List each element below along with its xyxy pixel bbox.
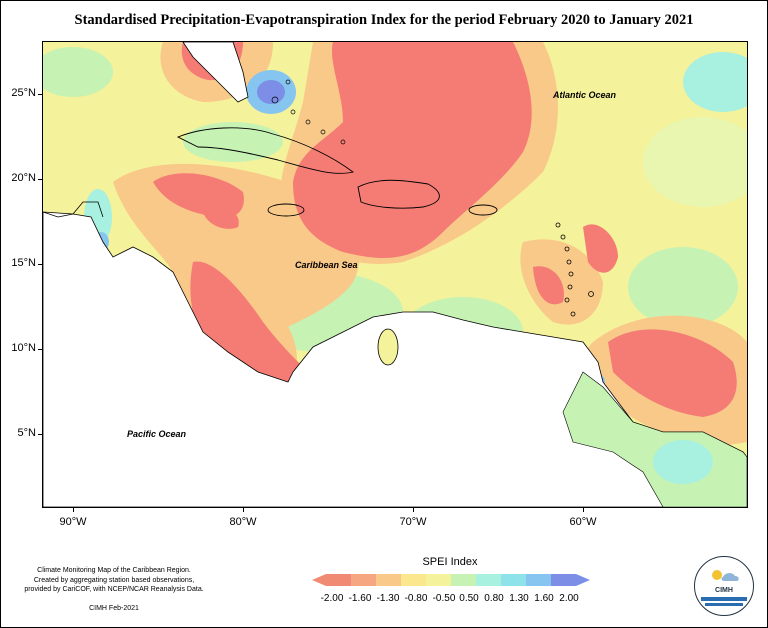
lesser-antilles bbox=[555, 222, 594, 317]
lat-tick bbox=[38, 179, 42, 180]
logo-text: CIMH bbox=[715, 587, 733, 594]
wet-area bbox=[653, 440, 713, 484]
legend-swatch bbox=[451, 574, 476, 586]
label-caribbean-sea: Caribbean Sea bbox=[295, 260, 358, 270]
lon-tick bbox=[73, 507, 74, 512]
legend-label: 2.00 bbox=[559, 593, 579, 604]
wet-area bbox=[683, 52, 747, 112]
lat-tick bbox=[38, 349, 42, 350]
bahamas bbox=[271, 79, 346, 145]
map-credit: Climate Monitoring Map of the Caribbean … bbox=[14, 566, 214, 595]
lat-label-20n: 20°N bbox=[11, 172, 36, 184]
lat-label-15n: 15°N bbox=[11, 257, 36, 269]
lat-label-10n: 10°N bbox=[11, 342, 36, 354]
cimh-logo-graphic bbox=[701, 570, 747, 606]
legend-swatch bbox=[476, 574, 501, 586]
lat-tick bbox=[38, 264, 42, 265]
legend-label: -0.50 bbox=[432, 593, 456, 604]
yucatan-outline bbox=[43, 201, 104, 218]
legend-label: 0.80 bbox=[484, 593, 504, 604]
jamaica-outline bbox=[267, 203, 305, 217]
sun-icon bbox=[712, 570, 722, 580]
cloud-icon bbox=[721, 573, 739, 581]
legend-arrow-low bbox=[312, 574, 326, 586]
legend-swatch bbox=[326, 574, 351, 586]
map-canvas bbox=[43, 42, 747, 507]
severe-dry-area bbox=[293, 42, 532, 258]
extreme-wet-area bbox=[257, 80, 285, 104]
lon-label-70w: 70°W bbox=[399, 516, 427, 528]
legend-swatch bbox=[551, 574, 576, 586]
lake-maracaibo bbox=[377, 328, 399, 366]
credit-line: Climate Monitoring Map of the Caribbean … bbox=[37, 567, 191, 574]
legend-label: 1.30 bbox=[509, 593, 529, 604]
lon-tick bbox=[243, 507, 244, 512]
lat-label-5n: 5°N bbox=[17, 427, 36, 439]
wave-icon bbox=[701, 597, 747, 601]
spei-map[interactable]: Atlantic Ocean Caribbean Sea Pacific Oce… bbox=[42, 41, 748, 508]
legend-swatch bbox=[401, 574, 426, 586]
severe-dry-area bbox=[608, 329, 737, 417]
credit-line: Created by aggregating station based obs… bbox=[33, 576, 195, 584]
legend-label: 1.60 bbox=[534, 593, 554, 604]
cuba-outline bbox=[176, 127, 355, 174]
lon-label-90w: 90°W bbox=[59, 516, 87, 528]
wet-area bbox=[643, 117, 747, 207]
legend-label: -2.00 bbox=[320, 593, 344, 604]
wet-area bbox=[183, 122, 283, 162]
legend-label: -1.30 bbox=[376, 593, 400, 604]
lon-tick bbox=[413, 507, 414, 512]
legend-swatch bbox=[501, 574, 526, 586]
lon-tick bbox=[583, 507, 584, 512]
wet-area bbox=[628, 247, 738, 327]
label-pacific-ocean: Pacific Ocean bbox=[127, 429, 187, 439]
legend-label: -0.80 bbox=[404, 593, 428, 604]
severe-dry-area bbox=[533, 266, 564, 305]
legend-swatch bbox=[526, 574, 551, 586]
severe-dry-area bbox=[583, 224, 618, 273]
lat-tick bbox=[38, 434, 42, 435]
map-title: Standardised Precipitation-Evapotranspir… bbox=[74, 12, 694, 28]
label-atlantic-ocean: Atlantic Ocean bbox=[553, 90, 617, 100]
legend-label: 0.50 bbox=[459, 593, 479, 604]
puerto-rico-outline bbox=[468, 204, 498, 216]
lon-label-60w: 60°W bbox=[569, 516, 597, 528]
legend-swatch bbox=[351, 574, 376, 586]
florida-landmass bbox=[182, 42, 249, 103]
wet-area bbox=[43, 47, 113, 97]
severe-dry-area bbox=[203, 207, 239, 229]
lat-label-25n: 25°N bbox=[11, 87, 36, 99]
lat-tick bbox=[38, 94, 42, 95]
legend-title: SPEI Index bbox=[422, 556, 478, 568]
legend-swatch bbox=[426, 574, 451, 586]
lon-label-80w: 80°W bbox=[229, 516, 257, 528]
severe-dry-area bbox=[153, 173, 244, 219]
wave-icon bbox=[705, 603, 743, 606]
legend-arrow-high bbox=[576, 574, 590, 586]
spei-colorbar bbox=[312, 574, 590, 586]
credit-date: CIMH Feb-2021 bbox=[89, 605, 139, 612]
hispaniola-outline bbox=[357, 179, 440, 209]
dry-area bbox=[520, 239, 603, 325]
credit-line: provided by CariCOF, with NCEP/NCAR Rean… bbox=[24, 586, 204, 593]
legend-swatch bbox=[376, 574, 401, 586]
legend-label: -1.60 bbox=[348, 593, 372, 604]
cimh-logo: CIMH bbox=[694, 556, 754, 616]
